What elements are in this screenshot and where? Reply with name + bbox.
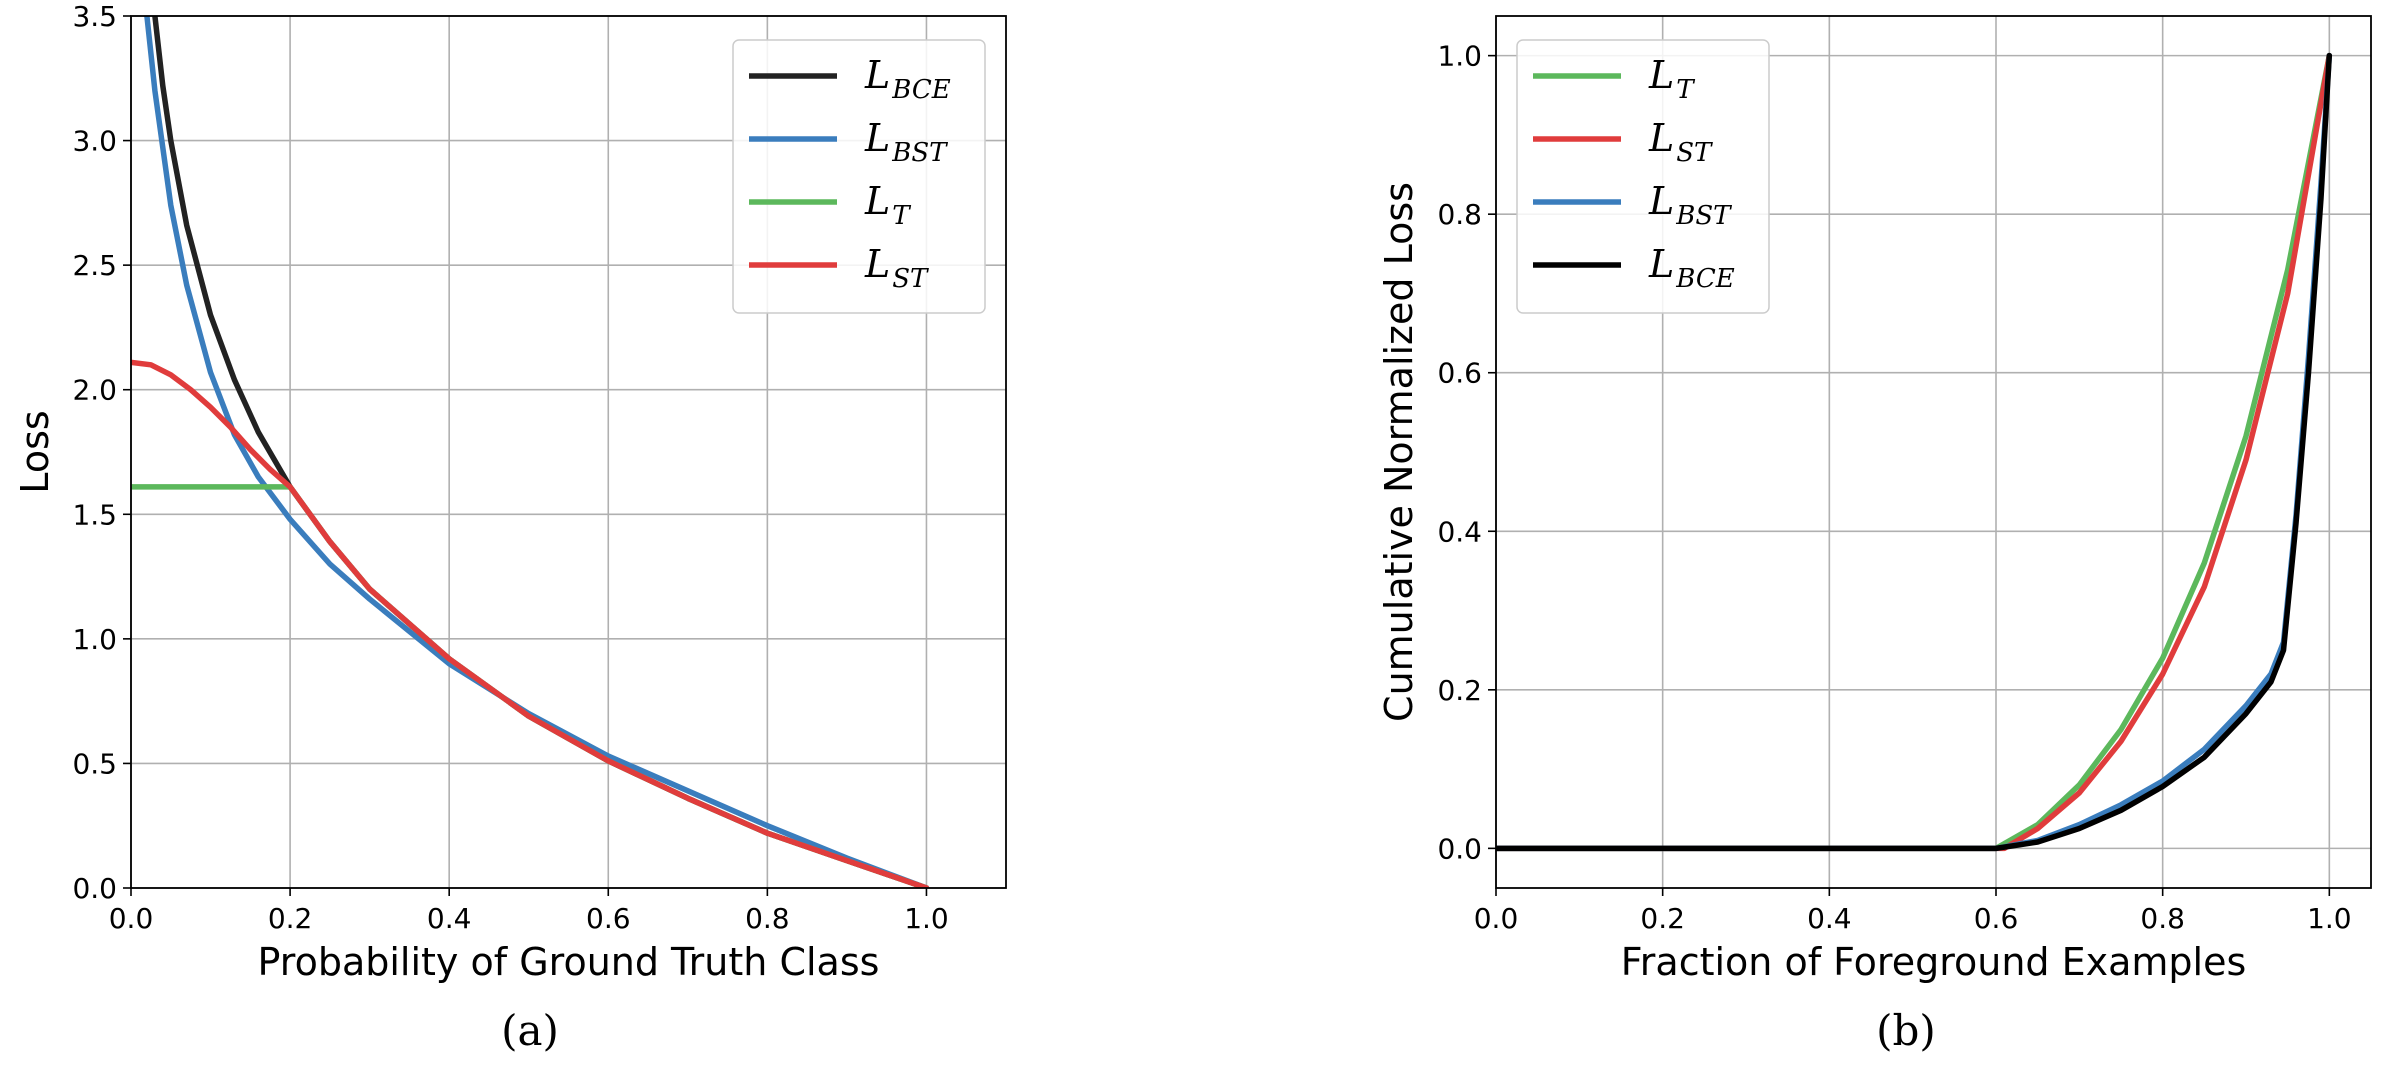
chart-b-legend-sub: T: [1676, 75, 1695, 105]
chart-b-legend-name: L: [1648, 116, 1674, 160]
chart-b-legend-box: [1516, 39, 1770, 314]
chart-b-ticks: 0.0 0.2 0.4 0.6 0.8 1.0 0.0 0.2 0.4 0.6 0.8 1.0: [1437, 40, 2351, 935]
chart-a-ytick-label: 1.0: [72, 623, 117, 656]
chart-a-legend-label: LST: [864, 242, 929, 294]
chart-b-ytick-label: 0.2: [1437, 674, 1482, 707]
chart-a-legend-sub: BCE: [891, 75, 950, 105]
chart-b-legend-name: L: [1648, 179, 1674, 223]
chart-b-caption: (b): [1876, 1006, 1936, 1055]
chart-a-xtick-label: 0.4: [427, 902, 472, 935]
chart-a-xtick-label: 0.6: [586, 902, 631, 935]
chart-a-ytick-label: 1.5: [72, 498, 117, 531]
chart-a-legend-box: [732, 39, 986, 314]
chart-a-series-st: [131, 359, 930, 888]
chart-b-xtick-label: 0.0: [1474, 902, 1519, 935]
chart-b-ytick-label: 0.4: [1437, 515, 1482, 548]
chart-b-frame: [1495, 15, 2372, 889]
chart-a-ytick-label: 3.0: [72, 125, 117, 158]
chart-a-ylabel: Loss: [13, 410, 57, 493]
chart-b-ytick-label: 0.0: [1437, 832, 1482, 865]
chart-b-xtick-label: 0.2: [1640, 902, 1685, 935]
chart-b-legend-sub: ST: [1676, 138, 1713, 168]
chart-a-ytick-label: 3.5: [72, 0, 117, 33]
chart-b-xtick-label: 0.6: [1974, 902, 2019, 935]
chart-a-series-bst: [144, 16, 930, 888]
chart-a-ytick-label: 2.0: [72, 374, 117, 407]
chart-b-series-t: [1496, 52, 2333, 852]
chart-a-legend-name: L: [864, 242, 890, 286]
chart-a-legend-sub: T: [892, 201, 911, 231]
chart-b-grid: [1495, 16, 2371, 888]
chart-a-frame: [130, 15, 1007, 889]
chart-a-legend-name: L: [864, 179, 890, 223]
chart-a-ytick-label: 0.5: [72, 747, 117, 780]
chart-a-ticks: 0.0 0.2 0.4 0.6 0.8 1.0 0.0 0.5 1.0 1.5 2.0 2.5 3.0 3…: [72, 0, 948, 935]
chart-b-legend-name: L: [1648, 53, 1674, 97]
chart-b-legend-label: LST: [1648, 116, 1713, 168]
chart-a-ytick-label: 2.5: [72, 249, 117, 282]
chart-b-xtick-label: 0.8: [2140, 902, 2185, 935]
chart-a-xtick-label: 0.8: [745, 902, 790, 935]
chart-b-ytick-label: 1.0: [1437, 40, 1482, 73]
chart-a-xtick-label: 0.0: [109, 902, 154, 935]
chart-a-caption: (a): [501, 1006, 559, 1055]
chart-b-series-bce: [1496, 52, 2333, 852]
chart-a-legend-name: L: [864, 116, 890, 160]
chart-b-legend-label: LBCE: [1648, 242, 1735, 294]
chart-a-xtick-label: 1.0: [904, 902, 949, 935]
chart-a-ytick-label: 0.0: [72, 872, 117, 905]
chart-b-legend-sub: BST: [1675, 201, 1732, 231]
chart-b-xtick-label: 0.4: [1807, 902, 1852, 935]
chart-b-legend-sub: BCE: [1675, 264, 1734, 294]
chart-a-legend-label: LBCE: [864, 53, 951, 105]
chart-b-series-st: [1496, 52, 2333, 852]
chart-b: 0.0 0.2 0.4 0.6 0.8 1.0 0.0 0.2 0.4 0.6 0.8 1.0 Fra…: [1377, 15, 2372, 1055]
chart-b-legend-label: LT: [1648, 53, 1695, 105]
chart-a-lines: [131, 16, 930, 888]
chart-a-series-t: [131, 484, 930, 888]
chart-a-xlabel: Probability of Ground Truth Class: [258, 940, 880, 984]
chart-a-legend-sub: BST: [891, 138, 948, 168]
chart-a: 0.0 0.2 0.4 0.6 0.8 1.0 0.0 0.5 1.0 1.5 2.0 2.5 3.0 3…: [13, 0, 1007, 1055]
chart-a-legend-sub: ST: [892, 264, 929, 294]
chart-b-xlabel: Fraction of Foreground Examples: [1621, 940, 2247, 984]
chart-a-legend-label: LT: [864, 179, 911, 231]
chart-b-ylabel: Cumulative Normalized Loss: [1377, 182, 1421, 722]
chart-a-legend-label: LBST: [864, 116, 948, 168]
chart-b-legend-name: L: [1648, 242, 1674, 286]
chart-b-legend-label: LBST: [1648, 179, 1732, 231]
chart-b-ytick-label: 0.8: [1437, 198, 1482, 231]
chart-b-ytick-label: 0.6: [1437, 357, 1482, 390]
chart-b-lines: [1496, 52, 2333, 852]
chart-b-xtick-label: 1.0: [2307, 902, 2352, 935]
chart-a-legend-name: L: [864, 53, 890, 97]
chart-a-xtick-label: 0.2: [268, 902, 313, 935]
